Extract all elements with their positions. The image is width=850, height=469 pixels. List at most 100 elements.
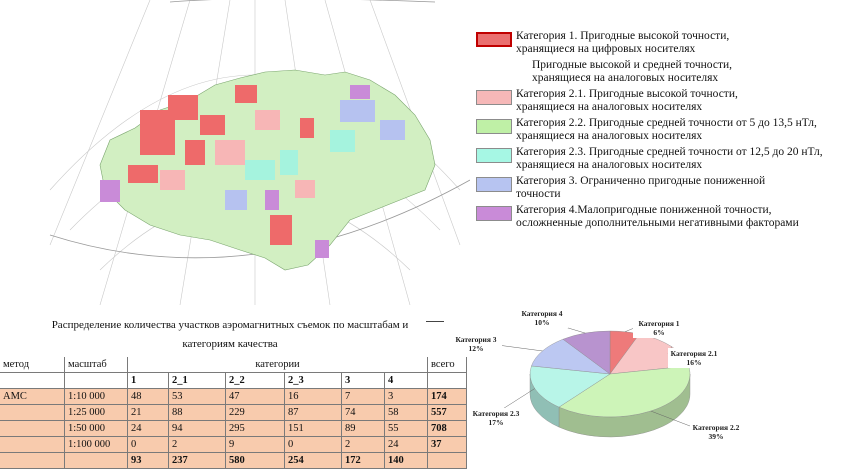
- scale-cell: 1:25 000: [64, 404, 128, 421]
- category-pie-chart: Категория 1 6% Категория 2.1 16% Категория 2…: [430, 308, 850, 462]
- row-total-cell: 37: [427, 436, 467, 453]
- pie-slice: [558, 365, 691, 418]
- legend-subtext: хранящиеся на аналоговых носителях: [516, 129, 703, 142]
- header-method: метод: [0, 357, 65, 373]
- value-cell: 94: [168, 420, 226, 437]
- legend-text: Категория 1. Пригодные высокой точности,: [516, 30, 730, 42]
- totals-row: 93 237 580 254 172 140: [0, 452, 467, 469]
- row-total-cell: 557: [427, 404, 467, 421]
- legend-subtext: точности: [516, 187, 561, 200]
- table-row: 1:50 000 24 94 295 151 89 55 708: [0, 420, 467, 437]
- value-cell: 0: [284, 436, 342, 453]
- pie-slice-percent: 17%: [489, 418, 504, 427]
- category-4-areas: [100, 85, 370, 258]
- category-code-cell: 4: [384, 372, 428, 389]
- column-total-cell: 140: [384, 452, 428, 469]
- value-cell: 55: [384, 420, 428, 437]
- pie-slice-percent: 16%: [687, 358, 702, 367]
- legend-item: Категория 4.Малопригодные пониженной точ…: [474, 204, 846, 229]
- legend-item: Категория 2.3. Пригодные средней точност…: [474, 146, 846, 171]
- legend-swatch: [476, 148, 512, 163]
- value-cell: 3: [384, 388, 428, 405]
- blank-cell: [0, 452, 65, 469]
- header-total: всего: [427, 357, 467, 373]
- map-legend: Категория 1. Пригодные высокой точности,…: [474, 30, 846, 233]
- value-cell: 295: [225, 420, 285, 437]
- pie-label-bg: [450, 334, 502, 354]
- value-cell: 88: [168, 404, 226, 421]
- legend-subtext: хранящиеся на аналоговых носителях: [532, 71, 719, 84]
- title-dash: [426, 321, 444, 322]
- row-total-cell: 174: [427, 388, 467, 405]
- legend-swatch: [476, 90, 512, 105]
- pie-leader-line: [650, 410, 691, 427]
- map-frame-top: [169, 0, 436, 3]
- pie-slice-percent: 39%: [709, 432, 724, 441]
- value-cell: 2: [168, 436, 226, 453]
- legend-subtext: хранящиеся на аналоговых носителях: [516, 158, 703, 171]
- category-code-cell: 3: [341, 372, 385, 389]
- value-cell: 89: [341, 420, 385, 437]
- legend-text: Категория 2.3. Пригодные средней точност…: [516, 146, 823, 158]
- pie-label-bg: [516, 308, 568, 328]
- category-code-cell: 2_1: [168, 372, 226, 389]
- value-cell: 21: [127, 404, 169, 421]
- pie-chart-graphic: Категория 16% Категория 2.116% Категория 2…: [450, 308, 742, 442]
- value-cell: 24: [127, 420, 169, 437]
- legend-text: Категория 3. Ограниченно пригодные пониж…: [516, 175, 766, 187]
- legend-subtext: хранящиеся на цифровых носителях: [516, 42, 696, 55]
- category-3-areas: [225, 100, 405, 210]
- pie-label-bg: [633, 318, 685, 338]
- value-cell: 48: [127, 388, 169, 405]
- header-categories: категории: [127, 357, 428, 373]
- category-code-cell: 1: [127, 372, 169, 389]
- value-cell: 151: [284, 420, 342, 437]
- table-row: 1:100 000 0 2 9 0 2 24 37: [0, 436, 467, 453]
- legend-swatch: [476, 177, 512, 192]
- survey-stats-table: метод масштаб категории всего 1 2_1 2_2 2_3…: [0, 357, 467, 469]
- pie-slice-label: Категория 1: [638, 319, 679, 328]
- legend-item: Пригодные высокой и средней точности, хра…: [474, 59, 846, 84]
- pie-slice-label: Категория 2.3: [473, 409, 520, 418]
- value-cell: 47: [225, 388, 285, 405]
- legend-swatch: [476, 32, 512, 47]
- value-cell: 9: [225, 436, 285, 453]
- table-row: 1:25 000 21 88 229 87 74 58 557: [0, 404, 467, 421]
- category-1-areas: [128, 85, 314, 245]
- pie-label-bg: [470, 408, 522, 428]
- category-code-cell: 2_3: [284, 372, 342, 389]
- value-cell: 0: [127, 436, 169, 453]
- pie-slice-label: Категория 2.1: [671, 349, 718, 358]
- column-total-cell: 93: [127, 452, 169, 469]
- pie-slice: [531, 338, 611, 375]
- legend-swatch: [476, 206, 512, 221]
- map-graphic: [49, 0, 470, 305]
- method-cell: [0, 420, 65, 437]
- legend-item: Категория 1. Пригодные высокой точности,…: [474, 30, 846, 55]
- pie-slice-percent: 10%: [535, 318, 550, 327]
- value-cell: 74: [341, 404, 385, 421]
- legend-item: Категория 2.2. Пригодные средней точност…: [474, 117, 846, 142]
- pie-label-bg: [690, 422, 742, 442]
- legend-item: Категория 3. Ограниченно пригодные пониж…: [474, 175, 846, 200]
- column-total-cell: 580: [225, 452, 285, 469]
- value-cell: 229: [225, 404, 285, 421]
- legend-text: Категория 4.Малопригодные пониженной точ…: [516, 204, 772, 216]
- pie-slice-label: Категория 4: [521, 309, 562, 318]
- table-title-line-2: категориям качества: [182, 338, 278, 350]
- pie-slice-label: Категория 2.2: [693, 423, 740, 432]
- pie-slice-label: Категория 3: [455, 335, 496, 344]
- value-cell: 2: [341, 436, 385, 453]
- category-code-cell: 2_2: [225, 372, 285, 389]
- value-cell: 24: [384, 436, 428, 453]
- value-cell: 16: [284, 388, 342, 405]
- row-total-cell: 708: [427, 420, 467, 437]
- scale-cell: 1:100 000: [64, 436, 128, 453]
- method-cell: [0, 404, 65, 421]
- scale-cell: 1:50 000: [64, 420, 128, 437]
- value-cell: 7: [341, 388, 385, 405]
- blank-cell: [64, 452, 128, 469]
- legend-subtext: хранящиеся на аналоговых носителях: [516, 100, 703, 113]
- value-cell: 58: [384, 404, 428, 421]
- value-cell: 87: [284, 404, 342, 421]
